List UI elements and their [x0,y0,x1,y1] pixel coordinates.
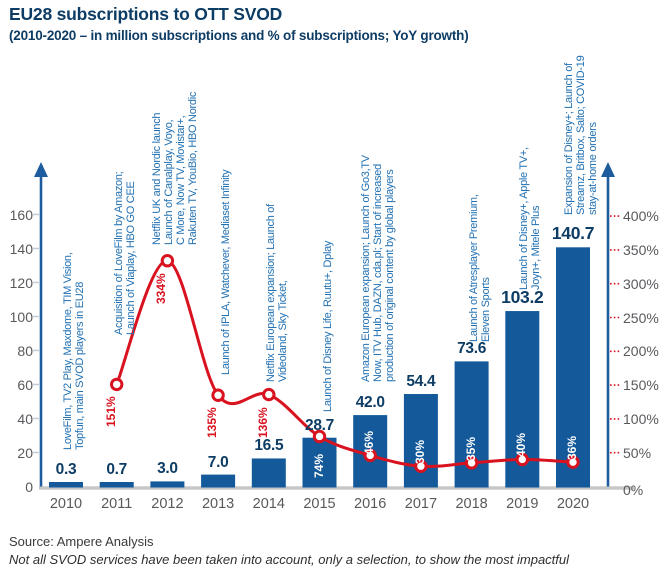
right-axis-label: 50% [623,444,652,461]
growth-label-2015: 74% [311,453,326,478]
bar-value-label: 73.6 [457,340,487,358]
bar-value-label: 3.0 [157,460,178,478]
growth-label-2019: 40% [514,433,529,458]
bar-2010 [49,482,83,488]
bar-value-label: 0.7 [106,461,128,478]
footnote-text: Not all SVOD services have been taken in… [9,552,570,567]
bar-2013 [201,474,236,488]
year-label: 2012 [151,496,184,512]
bar-value-label: 7.0 [207,453,229,471]
right-axis-arrowhead [601,162,615,177]
bar-2014 [251,458,286,488]
growth-label-2013: 135% [205,407,220,439]
annotation-2016: Amazon European expansion; Launch of Go3… [360,155,397,382]
left-axis-label: 100 [9,308,33,325]
right-axis-label: 400% [623,208,659,225]
line-marker-2018 [464,456,479,470]
left-axis-label: 60 [17,376,33,393]
line-marker-2017 [414,459,428,473]
line-marker-2014 [262,387,276,402]
annotation-2010: LoveFilm, TV2 Play, Maxdome, TIM Vision,… [62,252,86,450]
right-axis-label: 300% [623,275,659,292]
growth-label-2016: 46% [362,431,377,456]
bar-value-label: 140.7 [551,223,595,244]
bar-value-label: 54.4 [406,373,436,391]
growth-label-2011: 151% [103,396,118,428]
year-label: 2010 [49,496,83,512]
growth-label-2012: 334% [154,273,169,304]
right-axis-label: 0% [623,481,644,498]
source-text: Source: Ampere Analysis [9,534,154,549]
year-label: 2014 [252,496,285,512]
bar-2012 [150,481,185,488]
growth-label-2020: 36% [565,436,579,461]
right-axis-label: 200% [623,343,659,360]
line-marker-2011 [110,377,124,392]
line-marker-2012 [160,254,175,268]
year-label: 2018 [455,496,488,512]
bar-value-label: 16.5 [254,437,284,455]
line-marker-2019 [515,452,529,467]
bar-value-label: 103.2 [501,287,544,308]
bar-value-label: 42.0 [355,394,385,412]
year-label: 2011 [101,496,133,512]
year-label: 2017 [404,496,438,512]
bar-2011 [99,482,134,488]
chart-title: EU28 subscriptions to OTT SVOD [9,4,283,24]
bar-2020 [556,247,590,488]
year-label: 2020 [556,496,590,512]
year-label: 2013 [201,496,235,512]
left-axis-label: 140 [9,240,33,257]
year-label: 2016 [354,496,387,512]
year-label: 2015 [303,496,336,512]
bar-value-label: 28.7 [305,416,334,434]
right-axis-label: 250% [623,309,659,326]
line-marker-2016 [363,448,377,463]
left-axis-label: 0 [25,478,33,495]
line-marker-2013 [211,388,225,402]
annotation-2015: Launch of Disney Life, Ruutu+, Dplay [321,240,334,412]
left-axis-label: 20 [17,444,33,461]
annotation-2018: Launch of Atresplayer Premium, Eleven Sp… [467,194,492,342]
left-axis-label: 80 [17,342,33,359]
growth-label-2018: 35% [463,436,478,461]
line-marker-2015 [312,429,327,444]
annotation-2014: Netflix European expansion; Launch of Vi… [264,204,289,382]
chart-subtitle: (2010-2020 – in million subscriptions an… [9,28,469,43]
left-axis-label: 120 [9,274,33,291]
growth-label-2017: 30% [412,440,427,465]
year-label: 2019 [506,496,539,512]
growth-label-2014: 136% [255,406,270,438]
annotation-2013: Launch of IPLA, Watchever, Mediaset Infi… [220,169,233,375]
left-axis-label: 160 [9,206,33,223]
right-axis-label: 150% [623,377,659,394]
right-axis-label: 350% [623,241,659,258]
annotation-2019: Launch of Disney+, Apple TV+, Joyn+, Mit… [518,147,543,290]
left-axis-arrowhead [34,162,48,177]
annotation-2012: Netflix UK and Nordic launch Launch of C… [151,91,200,245]
annotation-2011: Acquisition of LoveFilm by Amazon; Launc… [112,171,137,335]
right-axis-label: 100% [623,410,659,427]
bar-value-label: 0.3 [55,461,77,478]
bar-2015 [302,437,337,488]
line-marker-2020 [566,455,580,469]
left-axis-label: 40 [17,410,33,427]
annotation-2020: Expansion of Disney+; Launch of Streamz,… [563,55,599,215]
